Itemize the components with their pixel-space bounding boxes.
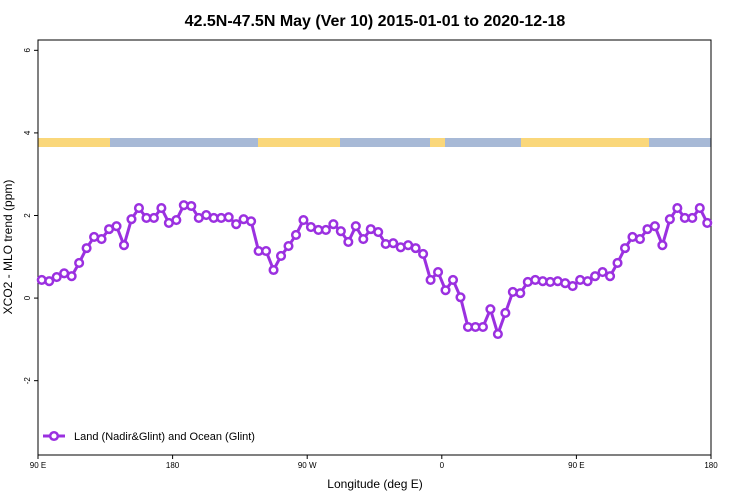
data-point (81, 243, 92, 254)
y-tick-label: 6 (23, 48, 32, 53)
data-point (66, 271, 77, 282)
data-point (44, 276, 55, 287)
data-point (231, 219, 242, 230)
x-tick-label: 180 (704, 461, 718, 470)
data-point (582, 276, 593, 287)
x-tick-label: 90 E (30, 461, 46, 470)
data-point (447, 274, 459, 285)
data-point (694, 203, 705, 214)
data-point (485, 304, 496, 315)
data-point (634, 233, 646, 245)
x-tick-label: 0 (440, 461, 445, 470)
land-ocean-strip (38, 138, 711, 147)
data-point (290, 229, 302, 240)
x-axis-label: Longitude (deg E) (327, 477, 422, 491)
data-point (223, 212, 234, 223)
data-point (649, 221, 660, 232)
legend-label: Land (Nadir&Glint) and Ocean (Glint) (74, 431, 255, 443)
data-point (500, 307, 511, 319)
data-point (433, 267, 444, 278)
data-point (51, 271, 62, 283)
data-point (275, 250, 287, 262)
data-point (664, 214, 675, 225)
data-point (425, 274, 436, 285)
data-point (619, 243, 631, 254)
data-point (268, 264, 279, 276)
data-point (597, 267, 608, 278)
data-point (171, 214, 182, 226)
data-point (350, 221, 361, 232)
x-tick-label: 180 (166, 461, 180, 470)
data-point (283, 241, 294, 252)
data-point (96, 233, 107, 245)
data-point (74, 257, 85, 269)
data-point (261, 245, 272, 257)
data-point (133, 203, 144, 214)
data-point (590, 271, 601, 282)
data-point (186, 200, 197, 212)
data-point (156, 203, 167, 214)
y-tick-label: 0 (23, 295, 32, 300)
data-point (328, 219, 339, 230)
data-point (343, 236, 354, 247)
plot-frame (37, 39, 712, 456)
data-point (612, 257, 623, 269)
data-point (298, 214, 309, 226)
legend-marker (48, 430, 60, 442)
data-point (455, 292, 466, 303)
data-point (320, 224, 331, 236)
x-tick-label: 90 E (568, 461, 584, 470)
y-tick-label: 2 (23, 213, 32, 218)
data-line (41, 203, 709, 336)
data-point (687, 212, 698, 224)
data-point (567, 281, 578, 292)
data-point (118, 240, 130, 251)
data-point (418, 248, 429, 259)
y-tick-label: -2 (23, 377, 32, 385)
data-point (657, 240, 668, 251)
data-point (410, 243, 421, 254)
data-point (440, 285, 451, 296)
chart-title: 42.5N-47.5N May (Ver 10) 2015-01-01 to 2… (185, 13, 566, 30)
data-point (126, 214, 137, 225)
data-point (702, 217, 713, 228)
x-tick-label: 90 W (298, 461, 317, 470)
data-point (672, 203, 683, 214)
data-point (246, 216, 257, 227)
data-point (477, 321, 488, 333)
data-point (111, 221, 122, 232)
data-point (335, 226, 346, 237)
y-axis-label: XCO2 - MLO trend (ppm) (1, 180, 15, 315)
data-point (388, 238, 399, 249)
y-tick-label: 4 (23, 130, 32, 135)
data-point (358, 233, 369, 245)
data-point (515, 288, 526, 299)
data-point (148, 212, 159, 224)
data-point (492, 328, 503, 340)
data-point (605, 271, 616, 282)
data-point (373, 226, 384, 238)
